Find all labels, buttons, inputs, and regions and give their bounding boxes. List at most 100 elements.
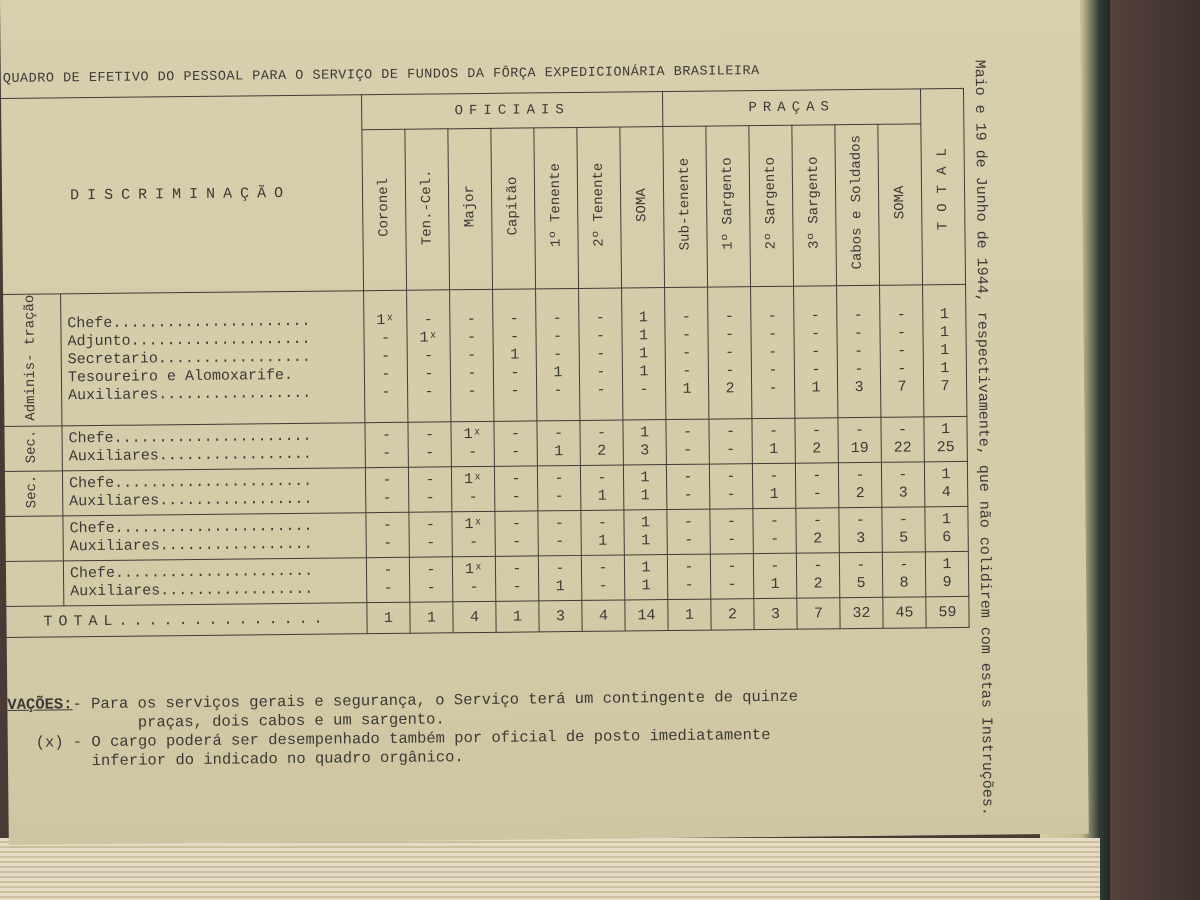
value-cell: ----1 <box>793 285 838 419</box>
cell-value: - <box>813 557 823 575</box>
cell-value: - <box>552 309 562 327</box>
cell-value: - <box>725 423 736 441</box>
cell-value: 3 <box>898 484 908 502</box>
cell-value: - <box>855 467 865 485</box>
value-cell: -- <box>666 509 711 555</box>
cell-value: 2 <box>813 530 823 548</box>
value-cell: -- <box>494 465 538 512</box>
cell-value: 3 <box>640 442 650 460</box>
cell-value: 2 <box>812 440 822 458</box>
total-value: 3 <box>753 598 798 630</box>
row-label: Auxiliares................. <box>69 490 313 511</box>
cell-value: - <box>423 311 433 329</box>
cell-value: - <box>512 578 522 596</box>
row-labels: Chefe...................... Auxiliares...… <box>62 512 367 561</box>
cell-value: - <box>726 441 736 459</box>
value-cell: -- <box>493 420 538 467</box>
value-cell: ----1 <box>664 287 709 420</box>
total-header: TOTAL <box>920 88 966 285</box>
value-cell: -1 <box>751 418 796 464</box>
cell-value: - <box>510 382 520 400</box>
cell-value: - <box>812 485 822 503</box>
value-cell: 1ˣ - <box>452 556 496 602</box>
cell-value: - <box>382 516 393 535</box>
value-cell: -1 <box>536 420 581 466</box>
row-label: Auxiliares................. <box>69 535 313 556</box>
cell-value: - <box>510 364 520 382</box>
value-cell: 1ˣ - <box>451 466 495 512</box>
cell-value: - <box>854 422 865 440</box>
cell-value: - <box>382 471 392 490</box>
value-cell: -- <box>365 512 410 558</box>
cell-value: - <box>897 360 907 378</box>
column-header: Sub-tenente <box>662 126 708 288</box>
cell-value: - <box>596 363 606 381</box>
value-cell: -- <box>407 421 452 468</box>
total-value: 1 <box>366 602 411 634</box>
group-label <box>1 515 64 562</box>
cell-value: 1 <box>941 466 951 484</box>
total-label: TOTAL.............. <box>2 602 368 638</box>
cell-value: - <box>425 489 435 507</box>
cell-value: 7 <box>897 378 907 396</box>
cell-value: 1 <box>682 380 692 398</box>
value-cell: -1 <box>753 553 797 599</box>
cell-value: - <box>553 345 563 363</box>
cell-value: - <box>424 346 434 365</box>
cell-value: 1 <box>639 424 650 442</box>
cell-value: - <box>684 558 694 576</box>
value-cell: ----2 <box>707 286 752 420</box>
total-value: 1 <box>495 600 540 633</box>
cell-value: - <box>383 534 393 553</box>
cell-value: - <box>768 379 778 397</box>
observations: VAÇÕES:- Para os serviços gerais e segur… <box>7 688 798 772</box>
cell-value: - <box>596 345 606 363</box>
cell-value: 1ˣ <box>464 516 483 534</box>
cell-value: - <box>511 443 521 461</box>
cell-value: - <box>768 343 778 361</box>
value-cell: -- <box>666 464 710 510</box>
cell-value: - <box>856 556 866 575</box>
cell-value: 1 <box>769 485 779 503</box>
cell-value: - <box>854 342 864 360</box>
cell-value: - <box>511 470 521 488</box>
value-cell: -- <box>409 556 453 603</box>
cell-value: 1 <box>553 363 563 381</box>
cell-value: - <box>812 512 823 530</box>
value-cell: -- <box>408 466 452 513</box>
cell-value: - <box>512 533 522 551</box>
value-cell: -5 <box>881 506 926 553</box>
cell-value: 1 <box>639 344 649 362</box>
value-cell: -- <box>364 422 409 468</box>
column-header: 1º Tenente <box>533 127 579 289</box>
cell-value: - <box>555 533 565 551</box>
cell-value: 1 <box>638 308 648 326</box>
cell-value: - <box>853 306 863 324</box>
column-header: Ten.-Cel. <box>404 128 450 291</box>
cell-value: 1 <box>940 421 951 439</box>
value-cell: -- <box>366 557 410 603</box>
value-cell: -- <box>709 508 754 555</box>
cell-value: - <box>811 342 821 361</box>
value-cell: -- <box>408 511 453 558</box>
value-cell: -19 <box>837 417 882 463</box>
cell-value: - <box>510 425 521 443</box>
cell-value: 1 <box>940 359 950 377</box>
cell-value: - <box>597 469 607 487</box>
cell-value: - <box>511 488 521 506</box>
value-cell: -8 <box>882 551 926 598</box>
cell-value: 1 <box>598 532 608 550</box>
cell-value: - <box>770 557 780 575</box>
cell-value: - <box>426 561 436 579</box>
value-cell: -1ˣ - - - <box>406 289 451 423</box>
cell-value: 25 <box>936 439 955 457</box>
cell-value: - <box>466 310 476 328</box>
oficiais-header: OFICIAIS <box>361 91 663 130</box>
row-labels: Chefe...................... Auxiliares...… <box>63 557 367 606</box>
cell-value: - <box>554 515 565 533</box>
cell-value: - <box>380 329 391 347</box>
column-header: SOMA <box>619 126 665 289</box>
